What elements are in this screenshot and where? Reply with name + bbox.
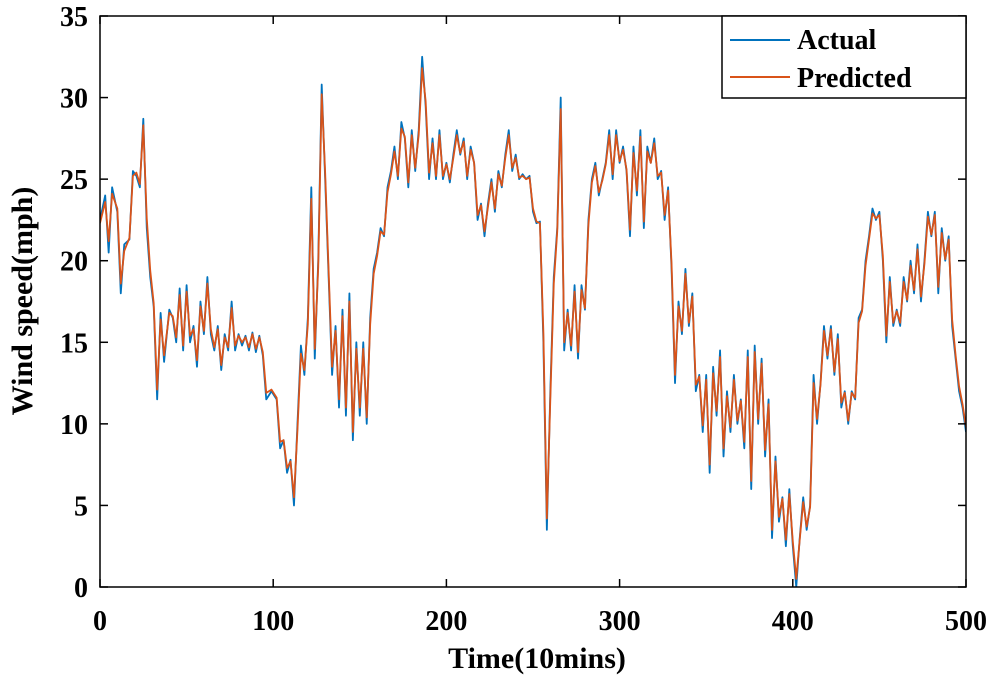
- plot-background: [100, 16, 966, 587]
- y-axis-title: Wind speed(mph): [6, 187, 39, 416]
- y-tick-label: 30: [60, 84, 88, 115]
- y-tick-label: 0: [74, 573, 88, 604]
- y-tick-label: 5: [74, 491, 88, 522]
- plot-frame: [99, 15, 967, 588]
- y-tick-label: 20: [60, 247, 88, 278]
- x-axis-title: Time(10mins): [448, 642, 626, 675]
- y-tick-label: 25: [60, 165, 88, 196]
- legend: Actual Predicted: [721, 15, 967, 99]
- x-tick-label: 200: [425, 606, 467, 637]
- x-tick-label: 500: [945, 606, 987, 637]
- x-tick-label: 400: [772, 606, 814, 637]
- y-tick-label: 10: [60, 410, 88, 441]
- legend-box: [721, 15, 967, 99]
- legend-label-actual: Actual: [797, 25, 877, 56]
- series-line-predicted: [100, 67, 966, 580]
- x-tick-label: 0: [93, 606, 107, 637]
- y-tick-label: 15: [60, 328, 88, 359]
- x-tick-label: 300: [599, 606, 641, 637]
- y-tick-label: 35: [60, 2, 88, 33]
- x-tick-label: 100: [252, 606, 294, 637]
- legend-label-predicted: Predicted: [797, 63, 912, 94]
